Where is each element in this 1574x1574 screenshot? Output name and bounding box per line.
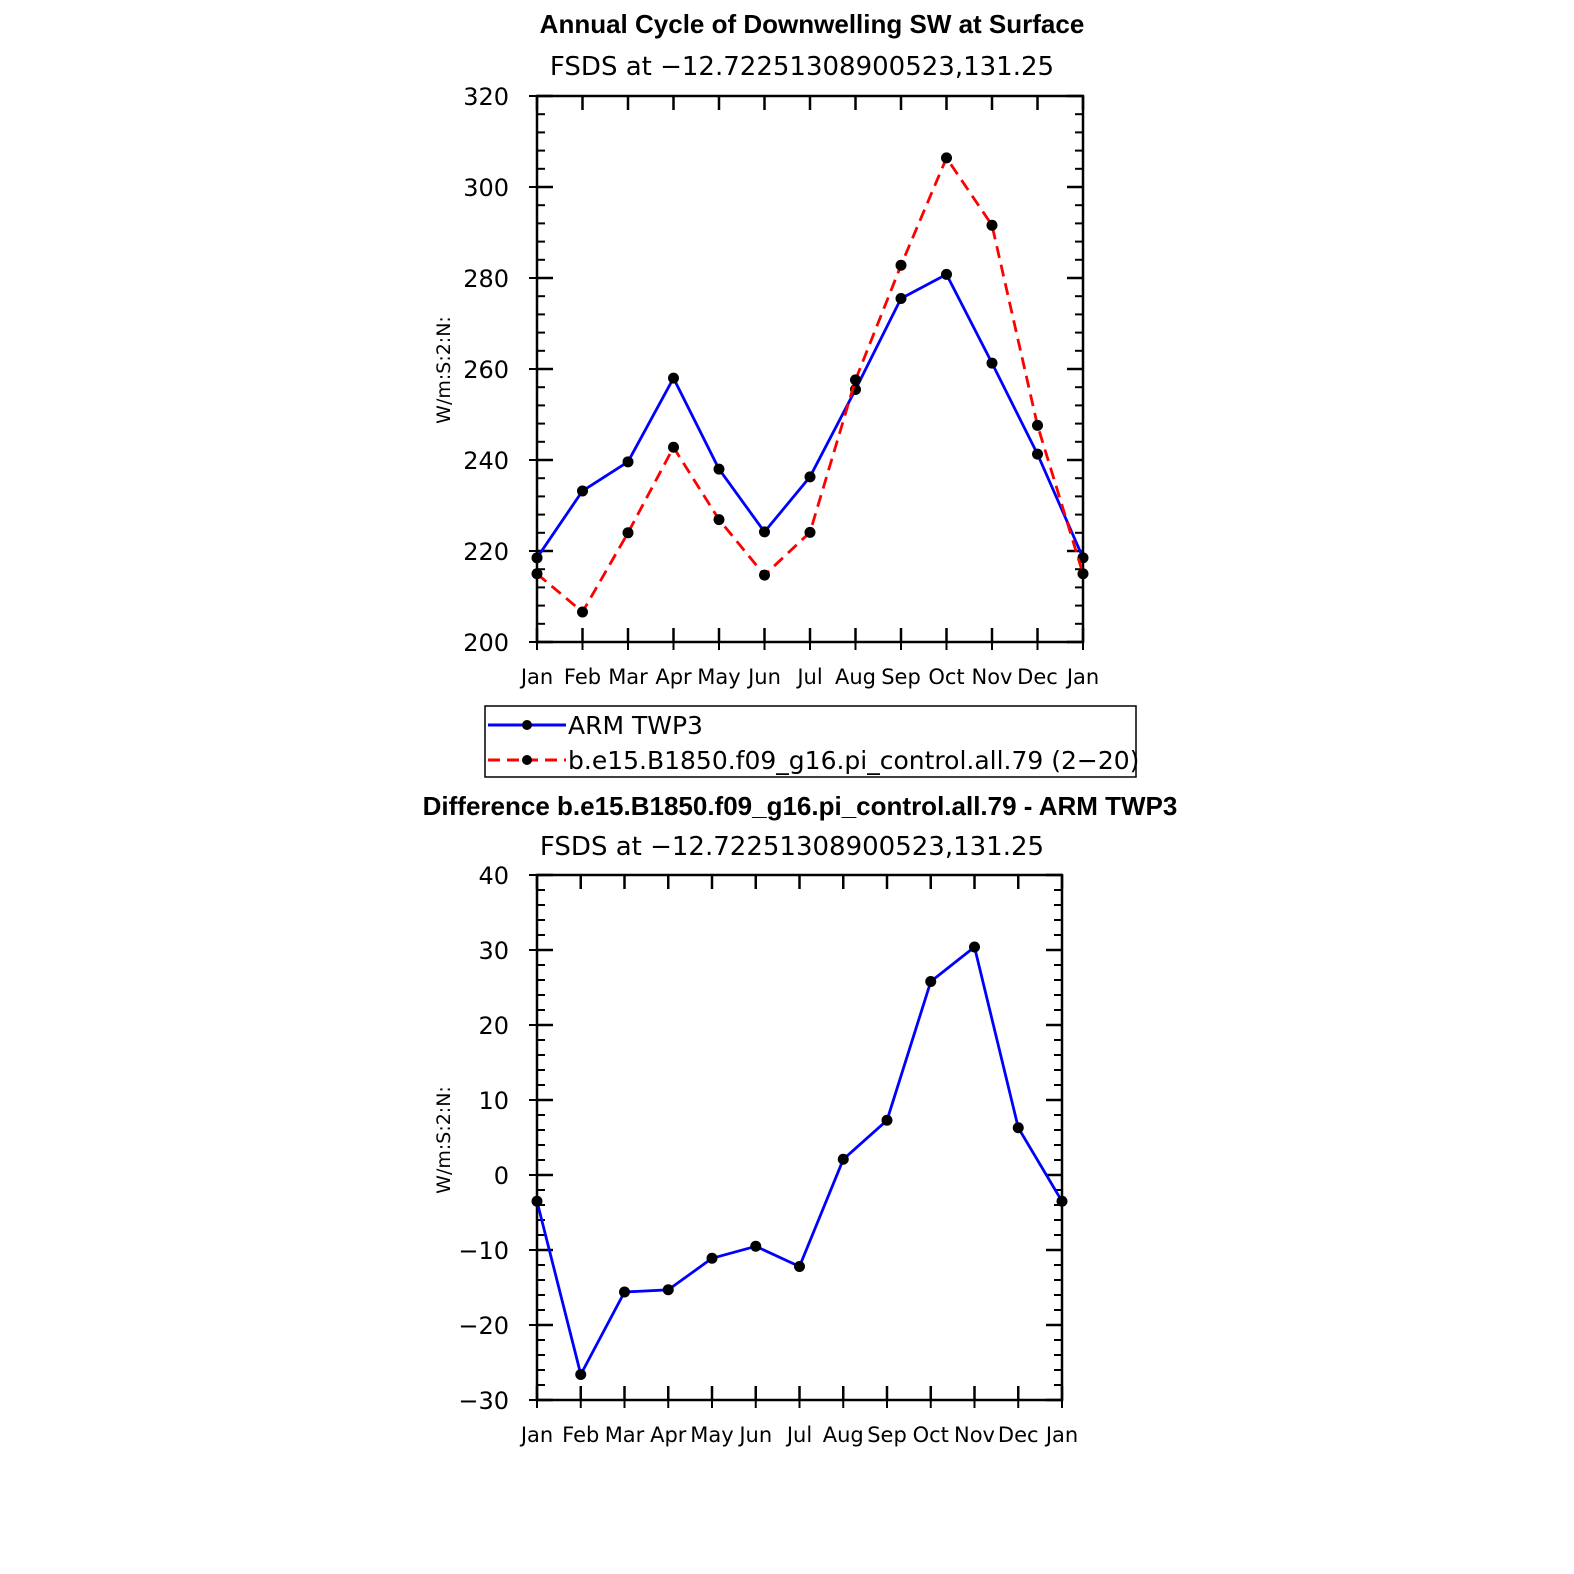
top-series-1-point-7: [850, 374, 861, 386]
legend-marker-obs: [522, 720, 532, 730]
top-series-1-point-5: [759, 569, 770, 581]
bottom-series-layer: [531, 941, 1068, 1380]
legend-label-obs: ARM TWP3: [568, 711, 703, 740]
legend-item-model: b.e15.B1850.f09_g16.pi_control.all.79 (2…: [488, 746, 1139, 775]
top-series-0-point-4: [713, 463, 725, 475]
bottom-series-0-point-8: [881, 1114, 893, 1126]
top-chart-title: Annual Cycle of Downwelling SW at Surfac…: [540, 9, 1085, 39]
bottom-x-tick-label-jul: Jul: [785, 1423, 812, 1447]
top-series-0-point-3: [668, 372, 679, 384]
top-series-0-point-9: [941, 268, 952, 280]
bottom-series-0-point-11: [1012, 1122, 1024, 1134]
top-series-1-point-10: [986, 219, 998, 231]
bottom-y-tick-label: 0: [494, 1162, 509, 1190]
top-x-tick-label-sep: Sep: [881, 665, 921, 689]
bottom-x-tick-label-jun: Jun: [737, 1423, 772, 1447]
top-series-1-point-6: [804, 526, 816, 538]
top-series-0-point-2: [622, 456, 634, 468]
top-y-tick-label: 300: [463, 174, 509, 202]
top-y-axis-label: W/m:S:2:N:: [433, 316, 455, 424]
top-series-0-point-1: [577, 485, 588, 497]
top-series-1-point-3: [668, 441, 679, 453]
top-chart-subtitle: FSDS at −12.72251308900523,131.25: [550, 52, 1054, 82]
bottom-y-tick-label: −20: [458, 1312, 509, 1340]
bottom-series-0-point-12: [1056, 1195, 1068, 1207]
top-x-tick-label-aug: Aug: [835, 665, 876, 689]
bottom-x-tick-label-dec: Dec: [998, 1423, 1039, 1447]
top-x-tick-label-jul: Jul: [795, 665, 822, 689]
top-panel: Annual Cycle of Downwelling SW at Surfac…: [433, 9, 1099, 689]
bottom-series-0-point-3: [662, 1284, 674, 1296]
top-x-tick-label-mar: Mar: [608, 665, 648, 689]
top-series-0-point-10: [986, 357, 998, 369]
top-series-1-point-8: [895, 259, 907, 271]
top-x-tick-label-apr: Apr: [655, 665, 692, 689]
bottom-x-tick-label-oct: Oct: [913, 1423, 949, 1447]
bottom-y-tick-label: 10: [478, 1087, 509, 1115]
legend-item-obs: ARM TWP3: [488, 711, 703, 740]
bottom-x-tick-label-feb: Feb: [562, 1423, 599, 1447]
top-series-0-point-0: [531, 552, 543, 564]
bottom-series-0-point-4: [706, 1252, 718, 1264]
bottom-chart-title: Difference b.e15.B1850.f09_g16.pi_contro…: [423, 791, 1178, 821]
top-plot-area: 200 220 240 260 280 300 320 Jan Feb Mar Apr May Jun J…: [463, 83, 1099, 689]
bottom-y-tick-label: 30: [478, 937, 509, 965]
top-y-tick-label: 280: [463, 265, 509, 293]
bottom-series-0-point-2: [619, 1286, 630, 1298]
bottom-y-tick-label: −30: [458, 1387, 509, 1415]
bottom-series-0-point-9: [925, 976, 937, 987]
bottom-y-tick-label: 20: [478, 1012, 509, 1040]
bottom-x-tick-label-mar: Mar: [605, 1423, 645, 1447]
top-series-layer: [531, 152, 1089, 618]
top-x-tick-label-jan: Jan: [1065, 665, 1099, 689]
top-x-tick-label-dec: Dec: [1017, 665, 1058, 689]
legend: ARM TWP3 b.e15.B1850.f09_g16.pi_control.…: [484, 705, 1139, 778]
bottom-chart-subtitle: FSDS at −12.72251308900523,131.25: [540, 832, 1044, 862]
top-series-0-point-5: [759, 526, 770, 538]
bottom-panel: Difference b.e15.B1850.f09_g16.pi_contro…: [423, 791, 1178, 1447]
bottom-y-axis-label: W/m:S:2:N:: [433, 1086, 455, 1194]
top-series-1-point-1: [577, 606, 588, 618]
top-x-tick-label-jun: Jun: [746, 665, 781, 689]
top-y-tick-label: 240: [463, 447, 509, 475]
bottom-x-tick-label-may: May: [690, 1423, 733, 1447]
bottom-series-0-point-10: [969, 941, 980, 953]
top-series-1-point-0: [531, 568, 543, 580]
bottom-y-tick-label: −10: [458, 1237, 509, 1265]
top-x-tick-label-jan: Jan: [519, 665, 553, 689]
top-series-1-point-12: [1077, 568, 1089, 580]
bottom-x-tick-label-sep: Sep: [867, 1423, 907, 1447]
top-y-tick-label: 320: [463, 83, 509, 111]
top-x-tick-label-nov: Nov: [972, 665, 1013, 689]
top-x-tick-label-may: May: [697, 665, 740, 689]
top-series-0-point-11: [1032, 448, 1043, 460]
top-y-tick-label: 260: [463, 356, 509, 384]
top-x-tick-label-feb: Feb: [564, 665, 601, 689]
bottom-series-0-point-5: [750, 1240, 762, 1252]
top-series-1-point-4: [713, 514, 725, 526]
bottom-series-0-point-1: [575, 1369, 587, 1380]
legend-marker-model: [522, 755, 532, 765]
legend-label-model: b.e15.B1850.f09_g16.pi_control.all.79 (2…: [568, 746, 1139, 775]
bottom-x-tick-label-jan: Jan: [1044, 1423, 1078, 1447]
bottom-x-tick-label-nov: Nov: [954, 1423, 995, 1447]
legend-box: [484, 705, 1137, 778]
top-series-1-point-11: [1032, 419, 1043, 431]
bottom-x-tick-label-jan: Jan: [519, 1423, 553, 1447]
bottom-y-tick-label: 40: [478, 862, 509, 890]
top-x-tick-label-oct: Oct: [928, 665, 964, 689]
top-y-tick-label: 200: [463, 629, 509, 657]
bottom-series-0-point-0: [531, 1195, 543, 1207]
bottom-x-tick-label-aug: Aug: [823, 1423, 864, 1447]
top-y-tick-label: 220: [463, 538, 509, 566]
bottom-series-0-point-7: [837, 1153, 849, 1165]
bottom-x-tick-label-apr: Apr: [650, 1423, 687, 1447]
top-series-1-point-2: [622, 527, 634, 539]
top-series-0-point-8: [895, 292, 907, 304]
top-series-0-point-6: [804, 471, 816, 483]
bottom-series-0-point-6: [794, 1261, 805, 1272]
top-series-1-point-9: [941, 152, 952, 164]
